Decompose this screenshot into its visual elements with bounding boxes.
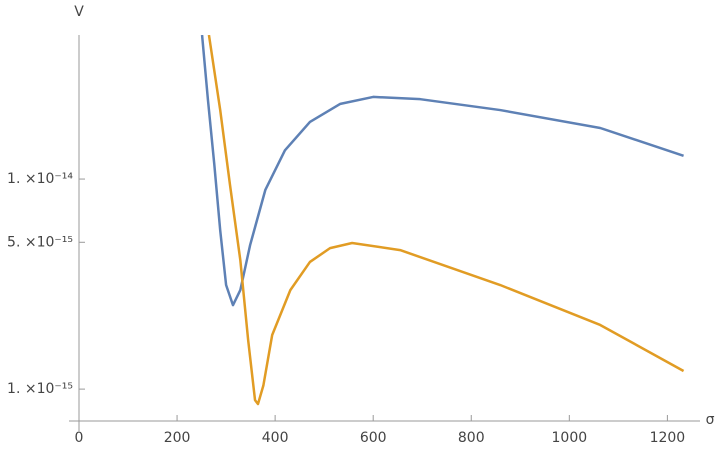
x-tick-label: 1000	[552, 430, 588, 446]
y-axis-label: V	[74, 4, 84, 20]
x-tick-label: 1200	[650, 430, 686, 446]
y-tick-label: 1. ×10⁻¹⁴	[7, 171, 73, 187]
line-series	[200, 35, 684, 307]
x-tick-label: 0	[75, 430, 84, 446]
y-tick-label: 5. ×10⁻¹⁵	[7, 234, 73, 250]
line-series	[207, 35, 685, 406]
x-tick-label: 800	[458, 430, 485, 446]
x-tick-label: 400	[262, 430, 289, 446]
x-tick-label: 200	[164, 430, 191, 446]
x-axis-label: σ	[706, 412, 715, 428]
x-tick-label: 600	[360, 430, 387, 446]
y-tick-label: 1. ×10⁻¹⁵	[7, 381, 73, 397]
